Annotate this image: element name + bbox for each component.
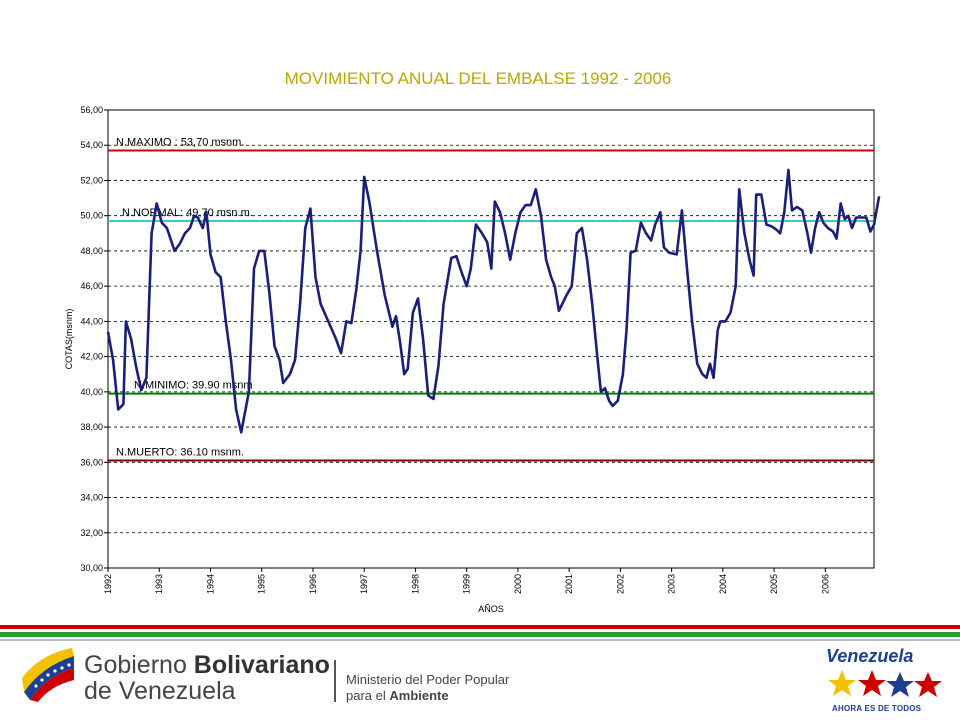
x-tick-label: 1995	[257, 574, 267, 594]
y-tick-label: 40,00	[80, 387, 103, 397]
y-tick-label: 42,00	[80, 352, 103, 362]
gridlines	[108, 144, 874, 534]
venezuela-logo-text: Venezuela	[826, 646, 914, 666]
x-tick-label: 1998	[410, 574, 420, 594]
x-tick-label: 2006	[820, 574, 830, 594]
y-tick-label: 34,00	[80, 493, 103, 503]
y-tick-label: 56,00	[80, 105, 103, 115]
reference-line-label: N.MUERTO: 36.10 msnm.	[116, 447, 244, 459]
y-tick-label: 52,00	[80, 175, 103, 185]
x-tick-label: 2004	[718, 574, 728, 594]
x-tick-label: 2005	[769, 574, 779, 594]
reference-line-label: N.NORMAL: 49,70 msn.m.	[122, 207, 253, 219]
gov-line-2: de Venezuela	[84, 677, 236, 705]
series-line	[106, 168, 881, 434]
x-tick-labels: 1992 1993 1994 1995 1996 1997 1998 1999 2000 2001…	[103, 568, 830, 594]
x-axis-label: AÑOS	[478, 604, 504, 614]
x-tick-label: 1999	[462, 574, 472, 594]
y-tick-label: 38,00	[80, 422, 103, 432]
reference-line-label: N.MINIMO: 39.90 msnm	[134, 380, 253, 392]
y-tick-labels: 30,00 32,00 34,00 36,00 38,00 40,00 42,00 44,00…	[80, 105, 108, 573]
y-tick-label: 46,00	[80, 281, 103, 291]
chart-title: MOVIMIENTO ANUAL DEL EMBALSE 1992 - 2006	[285, 69, 672, 88]
ministry-line-1: Ministerio del Poder Popular	[346, 672, 510, 687]
footer-stripe-green	[0, 632, 960, 637]
reference-line-label: N.MAXIMO : 53,70 msnm.	[116, 137, 244, 149]
y-tick-label: 50,00	[80, 211, 103, 221]
y-tick-label: 54,00	[80, 140, 103, 150]
x-tick-label: 2001	[564, 574, 574, 594]
logo-divider	[334, 660, 336, 702]
y-tick-label: 30,00	[80, 563, 103, 573]
x-tick-label: 2003	[667, 574, 677, 594]
x-tick-label: 1994	[205, 574, 215, 594]
slogan: AHORA ES DE TODOS	[832, 704, 922, 713]
footer: Gobierno Bolivariano de Venezuela Minist…	[0, 622, 960, 720]
y-axis-label: COTAS(msnm)	[64, 309, 74, 370]
star-figures-icon	[828, 670, 942, 697]
x-tick-label: 1993	[154, 574, 164, 594]
ministry-line-2: para el Ambiente	[346, 688, 449, 703]
chart: MOVIMIENTO ANUAL DEL EMBALSE 1992 - 2006…	[64, 69, 881, 614]
venezuela-logo: Venezuela AHORA ES DE TODOS	[822, 646, 946, 718]
y-tick-label: 32,00	[80, 528, 103, 538]
x-tick-label: 2002	[615, 574, 625, 594]
x-tick-label: 1997	[359, 574, 369, 594]
plot-area	[107, 109, 875, 569]
series-layer	[106, 168, 881, 434]
y-tick-label: 44,00	[80, 316, 103, 326]
y-tick-label: 48,00	[80, 246, 103, 256]
y-tick-label: 36,00	[80, 457, 103, 467]
gov-line-1: Gobierno Bolivariano	[84, 651, 330, 679]
venezuela-flag-icon	[22, 648, 74, 702]
x-tick-label: 1996	[308, 574, 318, 594]
footer-stripe-red	[0, 625, 960, 629]
footer-stripe-gray	[0, 639, 960, 641]
x-tick-label: 1992	[103, 574, 113, 594]
x-tick-label: 2000	[513, 574, 523, 594]
